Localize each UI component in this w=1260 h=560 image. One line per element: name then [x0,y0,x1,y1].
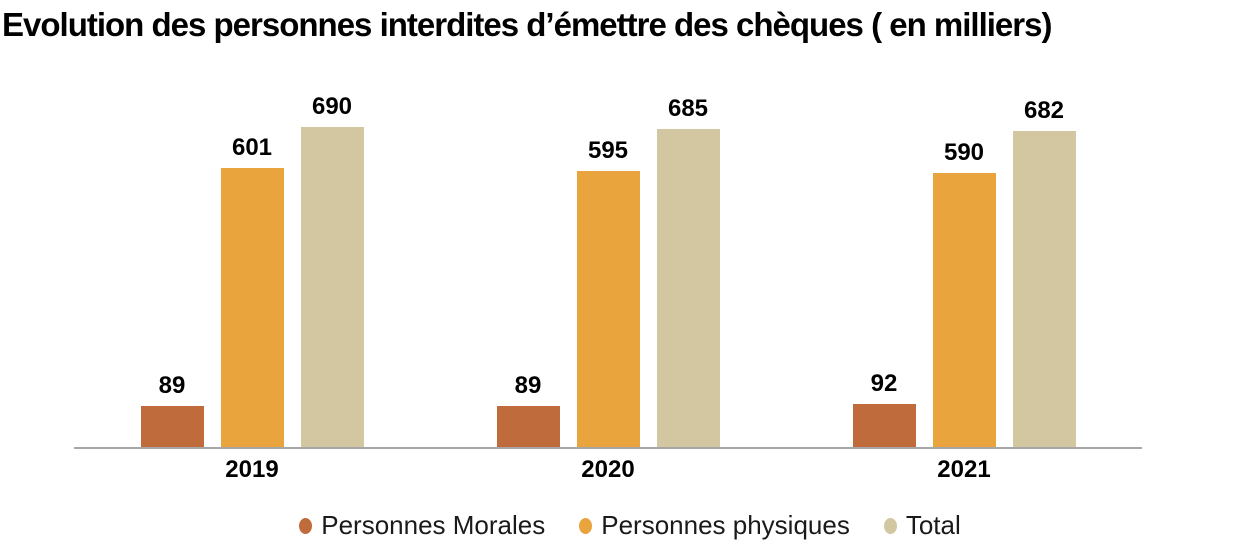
bar-col-total-2021: 682 [1012,96,1076,447]
bar-col-total-2019: 690 [300,92,364,447]
chart-title: Evolution des personnes interdites d’éme… [2,6,1052,43]
legend-dot-personnes-morales [299,517,313,534]
bar-total-2020 [656,129,720,447]
bar-total-2019 [300,127,364,447]
legend: Personnes Morales Personnes physiques Tota… [0,510,1260,541]
value-label-personnes-physiques-2021: 590 [943,138,985,166]
legend-item-total: Total [883,510,961,541]
bar-personnes-physiques-2020 [576,171,640,447]
legend-label-personnes-morales: Personnes Morales [321,510,546,540]
legend-label-personnes-physiques: Personnes physiques [601,510,850,540]
bar-personnes-physiques-2021 [932,173,996,447]
bar-col-personnes-morales-2020: 89 [496,371,560,447]
value-label-total-2020: 685 [667,94,709,122]
value-label-personnes-morales-2020: 89 [514,371,542,399]
x-axis-label-2020: 2020 [581,456,635,483]
bar-group-2020: 89 595 685 [430,90,786,447]
bar-col-personnes-morales-2019: 89 [140,371,204,447]
legend-dot-total [883,517,897,534]
bar-personnes-physiques-2019 [220,168,284,447]
bar-group-2019: 89 601 690 [74,90,430,447]
bar-col-total-2020: 685 [656,94,720,447]
legend-item-personnes-physiques: Personnes physiques [579,510,850,541]
bar-col-personnes-physiques-2020: 595 [576,136,640,447]
x-axis-labels: 2019 2020 2021 [74,456,1142,484]
legend-dot-personnes-physiques [579,517,593,534]
plot-area: 89 601 690 89 595 685 92 590 682 [74,90,1142,447]
bar-col-personnes-physiques-2019: 601 [220,133,284,447]
legend-item-personnes-morales: Personnes Morales [299,510,545,541]
bar-personnes-morales-2021 [852,404,916,447]
value-label-total-2019: 690 [311,92,353,120]
x-axis-label-2019: 2019 [225,456,279,483]
bar-group-2021: 92 590 682 [786,90,1142,447]
x-axis-line [74,447,1142,449]
value-label-total-2021: 682 [1023,96,1065,124]
bar-col-personnes-physiques-2021: 590 [932,138,996,447]
value-label-personnes-morales-2019: 89 [158,371,186,399]
value-label-personnes-physiques-2019: 601 [231,133,273,161]
bar-total-2021 [1012,131,1076,447]
bar-personnes-morales-2019 [140,406,204,447]
value-label-personnes-physiques-2020: 595 [587,136,629,164]
x-axis-label-2021: 2021 [937,456,991,483]
bar-personnes-morales-2020 [496,406,560,447]
value-label-personnes-morales-2021: 92 [870,369,898,397]
bar-col-personnes-morales-2021: 92 [852,369,916,447]
legend-label-total: Total [905,510,961,540]
